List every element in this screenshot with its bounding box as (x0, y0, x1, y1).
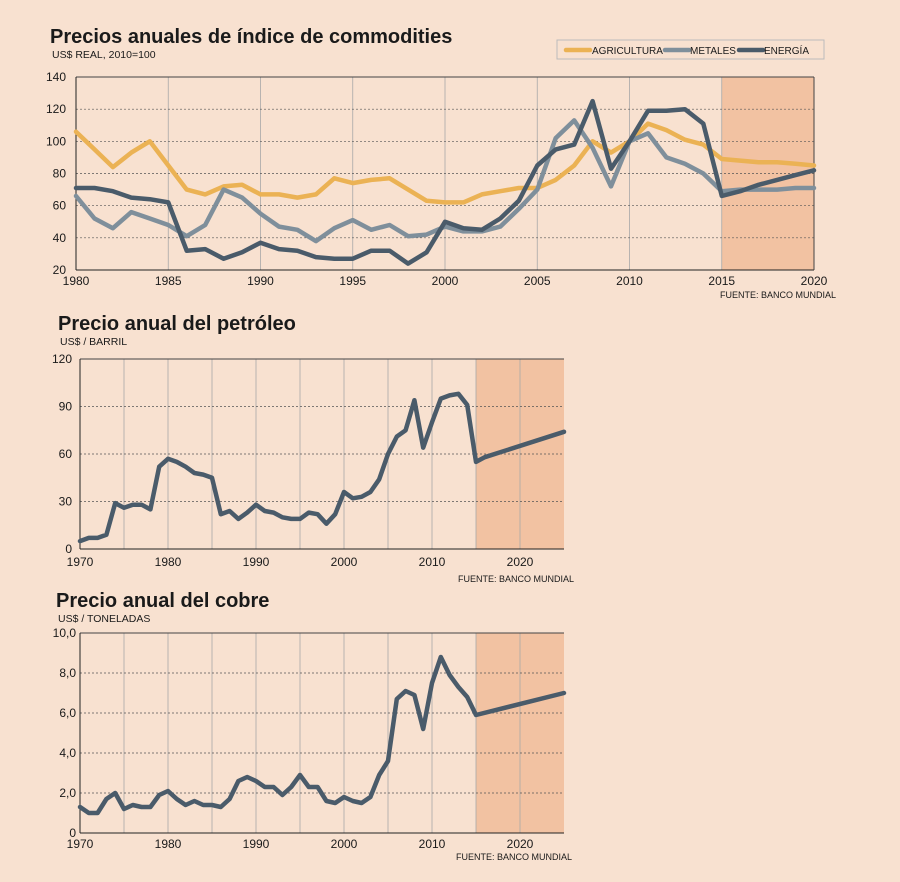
y-tick-label: 40 (53, 231, 67, 245)
y-tick-label: 60 (53, 199, 67, 213)
legend-label-metales: METALES (690, 46, 736, 57)
y-tick-label: 120 (52, 352, 72, 366)
series-line-petróleo (77, 391, 567, 544)
y-tick-label: 2,0 (59, 786, 76, 800)
y-tick-label: 20 (53, 263, 67, 277)
chart-subtitle: US$ / TONELADAS (58, 613, 150, 625)
y-tick-label: 120 (46, 102, 66, 116)
x-tick-label: 1980 (155, 837, 182, 851)
x-tick-label: 2020 (507, 837, 534, 851)
series-line-metales (73, 118, 817, 244)
y-tick-label: 30 (59, 495, 73, 509)
chart-source: FUENTE: BANCO MUNDIAL (456, 852, 572, 862)
chart-source: FUENTE: BANCO MUNDIAL (458, 574, 574, 584)
chart-source: FUENTE: BANCO MUNDIAL (720, 290, 836, 300)
legend-label-agricultura: AGRICULTURA (592, 46, 663, 57)
y-tick-label: 6,0 (59, 706, 76, 720)
x-tick-label: 2020 (507, 555, 534, 569)
chart-title: Precios anuales de índice de commodities (50, 26, 452, 48)
x-tick-label: 2010 (616, 274, 643, 288)
x-tick-label: 2015 (708, 274, 735, 288)
y-tick-label: 0 (65, 542, 72, 556)
y-tick-label: 0 (69, 826, 76, 840)
x-tick-label: 2020 (801, 274, 828, 288)
series-line-cobre (77, 654, 567, 816)
x-tick-label: 2000 (331, 837, 358, 851)
x-tick-label: 1980 (155, 555, 182, 569)
x-tick-label: 2010 (419, 555, 446, 569)
y-tick-label: 80 (53, 167, 67, 181)
chart-title: Precio anual del cobre (56, 590, 269, 612)
legend: AGRICULTURA METALES ENERGÍA (556, 39, 825, 60)
x-tick-label: 1995 (339, 274, 366, 288)
x-tick-label: 1970 (67, 837, 94, 851)
series-line-energía (73, 98, 817, 266)
copper-price-chart: 0 2,0 4,0 6,0 8,0 10,0 1970 1980 1990 2000 2010 202… (53, 590, 572, 862)
y-tick-label: 140 (46, 70, 66, 84)
x-tick-label: 2010 (419, 837, 446, 851)
legend-label-energia: ENERGÍA (764, 44, 809, 57)
y-tick-label: 90 (59, 400, 73, 414)
commodities-chart: 20 40 60 80 100 120 140 1980 1985 1990 1995 2000 200… (46, 26, 836, 300)
y-tick-label: 4,0 (59, 746, 76, 760)
x-tick-label: 1980 (63, 274, 90, 288)
chart-subtitle: US$ REAL, 2010=100 (52, 49, 156, 61)
x-tick-label: 1990 (243, 837, 270, 851)
x-tick-label: 1970 (67, 555, 94, 569)
oil-price-chart: 0 30 60 90 120 1970 1980 1990 2000 2010 2020 Preci… (52, 313, 574, 584)
x-tick-label: 1990 (247, 274, 274, 288)
series-line-agricultura (73, 121, 817, 205)
x-tick-label: 1990 (243, 555, 270, 569)
x-tick-label: 2000 (331, 555, 358, 569)
y-tick-label: 10,0 (53, 626, 77, 640)
y-tick-label: 100 (46, 134, 66, 148)
x-tick-label: 2005 (524, 274, 551, 288)
chart-title: Precio anual del petróleo (58, 313, 296, 335)
y-tick-label: 60 (59, 447, 73, 461)
x-tick-label: 1985 (155, 274, 182, 288)
y-tick-label: 8,0 (59, 666, 76, 680)
chart-subtitle: US$ / BARRIL (60, 336, 127, 348)
x-tick-label: 2000 (432, 274, 459, 288)
